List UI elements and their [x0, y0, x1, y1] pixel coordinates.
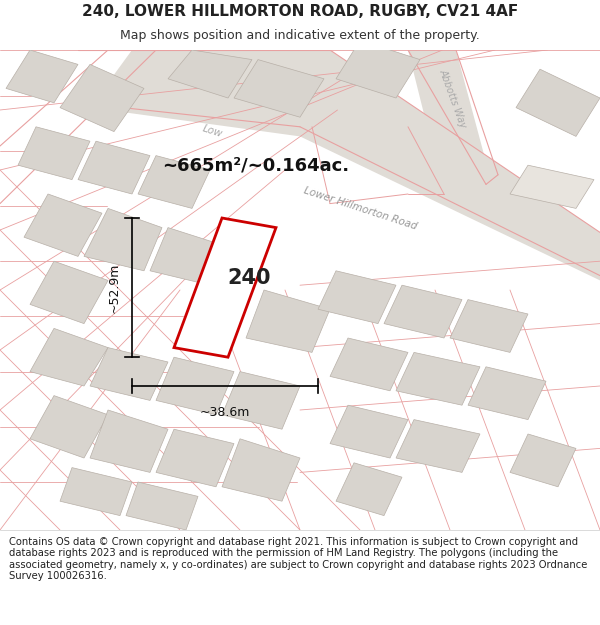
Text: 240: 240	[227, 268, 271, 288]
Polygon shape	[396, 419, 480, 472]
Polygon shape	[234, 59, 324, 118]
Polygon shape	[138, 156, 210, 208]
Polygon shape	[168, 50, 252, 98]
Polygon shape	[318, 271, 396, 324]
Polygon shape	[336, 462, 402, 516]
Polygon shape	[24, 194, 102, 256]
Polygon shape	[156, 429, 234, 487]
Polygon shape	[30, 261, 108, 324]
Polygon shape	[156, 357, 234, 415]
Polygon shape	[90, 410, 168, 472]
Polygon shape	[510, 165, 594, 208]
Text: 240, LOWER HILLMORTON ROAD, RUGBY, CV21 4AF: 240, LOWER HILLMORTON ROAD, RUGBY, CV21 …	[82, 4, 518, 19]
Polygon shape	[516, 69, 600, 136]
Polygon shape	[30, 328, 108, 386]
Polygon shape	[18, 127, 90, 179]
Polygon shape	[126, 482, 198, 530]
Polygon shape	[78, 141, 150, 194]
Text: Lower Hillmorton Road: Lower Hillmorton Road	[302, 186, 418, 231]
Polygon shape	[384, 285, 462, 338]
Polygon shape	[408, 50, 492, 194]
Text: Map shows position and indicative extent of the property.: Map shows position and indicative extent…	[120, 29, 480, 42]
Polygon shape	[150, 228, 228, 285]
Polygon shape	[450, 299, 528, 352]
Text: ~665m²/~0.164ac.: ~665m²/~0.164ac.	[162, 156, 349, 174]
Polygon shape	[30, 396, 108, 458]
Polygon shape	[510, 434, 576, 487]
Polygon shape	[84, 208, 162, 271]
Text: Abbotts Way: Abbotts Way	[437, 67, 469, 129]
Polygon shape	[246, 290, 330, 352]
Polygon shape	[6, 50, 78, 102]
Polygon shape	[330, 338, 408, 391]
Text: ~52.9m: ~52.9m	[107, 262, 121, 312]
Polygon shape	[90, 348, 168, 401]
Polygon shape	[222, 372, 300, 429]
Polygon shape	[336, 41, 420, 98]
Text: ~38.6m: ~38.6m	[200, 406, 250, 419]
Polygon shape	[90, 50, 600, 281]
Polygon shape	[222, 439, 300, 501]
Text: Contains OS data © Crown copyright and database right 2021. This information is : Contains OS data © Crown copyright and d…	[9, 537, 587, 581]
Polygon shape	[174, 218, 276, 357]
Polygon shape	[396, 352, 480, 405]
Polygon shape	[60, 468, 132, 516]
Polygon shape	[468, 367, 546, 419]
Text: Low: Low	[201, 124, 224, 139]
Polygon shape	[60, 64, 144, 132]
Polygon shape	[330, 405, 408, 458]
